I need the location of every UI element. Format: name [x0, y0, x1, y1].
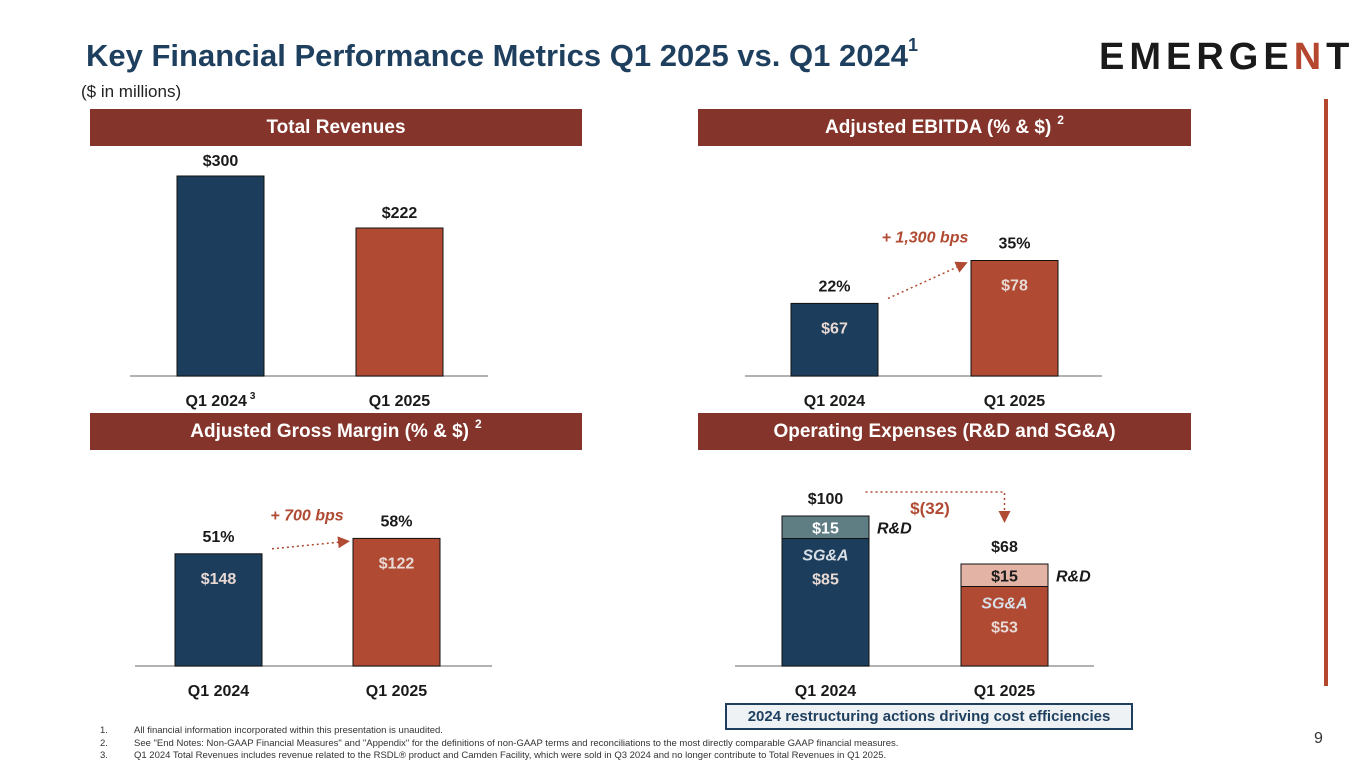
bar-q1-2025: [970, 260, 1059, 377]
bps-change-label: + 1,300 bps: [882, 230, 969, 247]
banner-adjusted-ebitda: Adjusted EBITDA (% & $) 2: [698, 109, 1191, 146]
units-subtitle: ($ in millions): [81, 82, 182, 101]
operating-expenses-chart: $15 R&D SG&A $85 $100 Q1 2024 $15 R&D SG&A $53 $68…: [735, 491, 1094, 700]
x-tick-label: Q1 2025: [366, 683, 427, 700]
bar-q1-2024: [176, 175, 265, 377]
change-arrow: [271, 536, 350, 550]
banner-total-revenues: Total Revenues: [90, 109, 582, 146]
page-title: Key Financial Performance Metrics Q1 202…: [86, 34, 918, 73]
change-arrow: [865, 491, 1011, 523]
restructuring-callout: 2024 restructuring actions driving cost …: [725, 703, 1133, 730]
footnote: 1. All financial information incorporated…: [100, 725, 443, 736]
banner-operating-expenses: Operating Expenses (R&D and SG&A): [698, 413, 1191, 450]
x-tick-label: Q1 2024: [795, 683, 856, 700]
opex-change-label: $(32): [910, 499, 950, 518]
accent-divider: [1324, 99, 1328, 686]
bar-sga-q1-2024: [781, 538, 870, 667]
x-tick-label: Q1 2025: [984, 393, 1045, 410]
sga-value-label: $53: [991, 620, 1018, 637]
x-tick-label: Q1 2025: [974, 683, 1035, 700]
bar-q1-2024: [174, 553, 263, 667]
bar-q1-2025: [355, 227, 444, 377]
adjusted-gross-margin-chart: 51% $148 Q1 2024 58% $122 Q1 2025 + 700 bps: [135, 507, 492, 700]
footnote: 3. Q1 2024 Total Revenues includes revenu…: [100, 750, 887, 761]
change-arrow: [887, 261, 968, 300]
value-label: $67: [821, 320, 848, 337]
x-tick-label: Q1 2024 3: [186, 391, 256, 410]
footnotes: 1. All financial information incorporated…: [100, 725, 898, 763]
value-label: $122: [379, 555, 415, 572]
page-number: 9: [1314, 730, 1323, 747]
total-revenues-chart: $300 Q1 2024 3 $222 Q1 2025: [130, 153, 488, 410]
data-label: $300: [203, 153, 239, 170]
footnote-ref: 3: [250, 391, 256, 402]
data-label: $222: [382, 205, 418, 222]
rnd-series-label: R&D: [1056, 568, 1091, 585]
footnote: 2. See "End Notes: Non-GAAP Financial Mea…: [100, 737, 899, 749]
rnd-series-label: R&D: [877, 520, 912, 537]
x-tick-label: Q1 2024: [188, 683, 249, 700]
value-label: $78: [1001, 278, 1028, 295]
bar-rnd-q1-2024: [781, 515, 870, 539]
value-label: $148: [201, 571, 237, 588]
sga-series-label: SG&A: [802, 548, 848, 565]
bar-q1-2024: [790, 302, 879, 377]
total-label: $100: [808, 491, 844, 508]
bar-rnd-q1-2025: [960, 563, 1049, 587]
sga-series-label: SG&A: [981, 596, 1027, 613]
banner-adjusted-gross-margin: Adjusted Gross Margin (% & $) 2: [90, 413, 582, 450]
bar-sga-q1-2025: [960, 586, 1049, 667]
percent-label: 58%: [380, 513, 412, 530]
bps-change-label: + 700 bps: [270, 507, 343, 524]
bar-q1-2025: [352, 537, 441, 667]
rnd-value-label: $15: [991, 568, 1018, 585]
adjusted-ebitda-chart: 22% $67 Q1 2024 35% $78 Q1 2025 + 1,300 bps: [745, 230, 1102, 410]
x-tick-label: Q1 2025: [369, 393, 430, 410]
rnd-value-label: $15: [812, 520, 839, 537]
percent-label: 22%: [818, 278, 850, 295]
x-tick-label: Q1 2024: [804, 393, 865, 410]
emergent-logo: EMERGENT: [1099, 36, 1355, 78]
sga-value-label: $85: [812, 572, 839, 589]
percent-label: 51%: [202, 529, 234, 546]
percent-label: 35%: [998, 236, 1030, 253]
total-label: $68: [991, 539, 1018, 556]
